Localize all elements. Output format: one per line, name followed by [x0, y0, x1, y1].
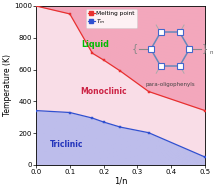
Text: Liquid: Liquid	[81, 40, 109, 49]
Text: Triclinic: Triclinic	[50, 140, 83, 149]
X-axis label: 1/n: 1/n	[114, 177, 127, 186]
Text: n: n	[209, 50, 213, 55]
Text: para-oligophenyls: para-oligophenyls	[145, 82, 195, 87]
Legend: Melting point, $T_m$: Melting point, $T_m$	[86, 9, 137, 28]
Text: {: {	[132, 43, 138, 53]
Text: Monoclinic: Monoclinic	[80, 87, 127, 96]
Y-axis label: Temperature (K): Temperature (K)	[3, 54, 12, 116]
Text: }: }	[202, 43, 208, 53]
